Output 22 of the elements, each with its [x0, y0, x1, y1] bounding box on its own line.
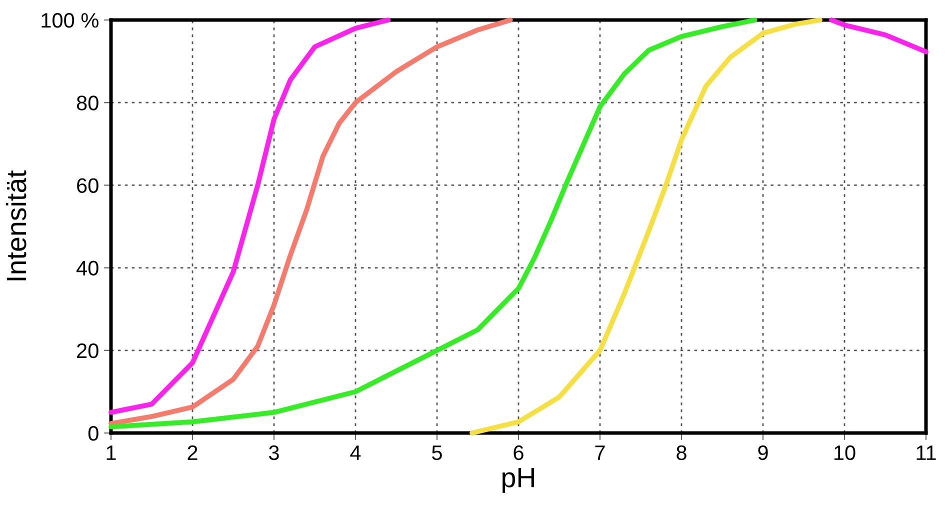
x-tick-label: 10: [834, 445, 856, 460]
y-tick-label: 80: [76, 96, 98, 110]
y-tick-label: 40: [76, 260, 98, 276]
x-tick-label: 1: [106, 446, 116, 460]
x-axis-title: pH: [502, 468, 534, 493]
line-series: [470, 18, 822, 436]
x-tick-label: 11: [916, 446, 936, 460]
x-tick-label: 9: [758, 445, 768, 460]
line-series: [108, 18, 758, 430]
x-tick-label: 6: [514, 445, 524, 460]
y-tick-label: 20: [77, 343, 98, 358]
y-axis-title: Intensität: [6, 170, 26, 280]
x-tick-label: 4: [350, 446, 361, 460]
x-tick-label: 3: [269, 445, 279, 460]
x-tick-label: 8: [676, 445, 686, 460]
y-tick-label: 100 %: [42, 13, 98, 28]
y-tick-label: 0: [88, 426, 98, 441]
line-series: [108, 18, 513, 426]
x-tick-label: 5: [432, 446, 442, 460]
y-tick-label: 60: [77, 178, 98, 193]
x-tick-label: 2: [188, 445, 198, 460]
x-tick-label: 7: [595, 446, 605, 460]
